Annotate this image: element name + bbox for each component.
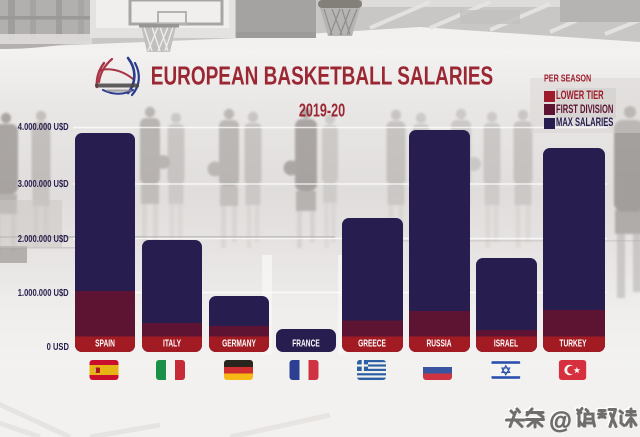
svg-text:@: @ [549,407,571,433]
svg-text:@: @ [548,406,570,432]
